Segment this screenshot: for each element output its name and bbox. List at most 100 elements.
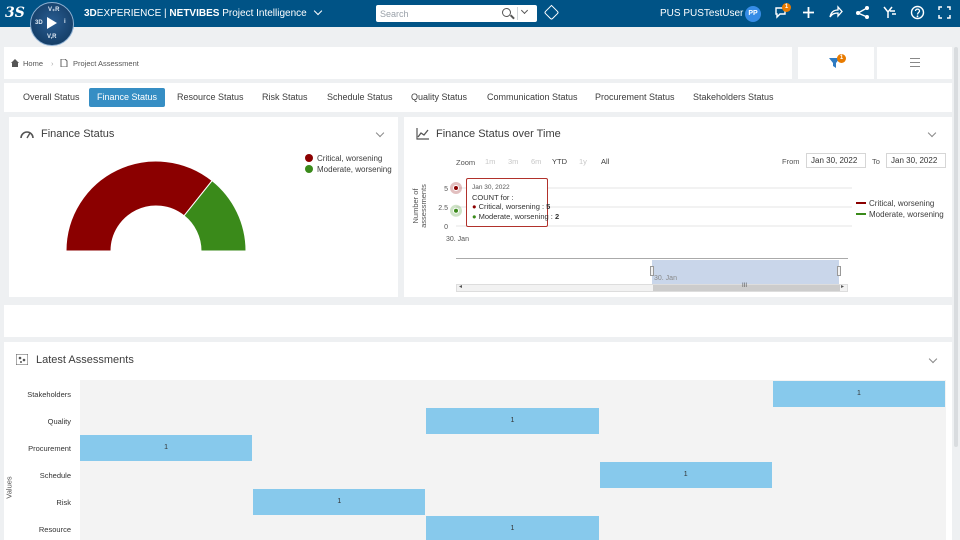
finance-semi-donut-chart bbox=[65, 160, 247, 252]
avatar[interactable]: PP bbox=[745, 6, 761, 22]
empty-panel bbox=[4, 305, 952, 337]
document-icon bbox=[60, 59, 68, 67]
user-name[interactable]: PUS PUSTestUser bbox=[660, 8, 744, 19]
zoom-6m-button[interactable]: 6m bbox=[531, 157, 542, 166]
to-date-input[interactable]: Jan 30, 2022 bbox=[886, 153, 946, 168]
y-tick-label: 5 bbox=[444, 186, 448, 193]
search-box bbox=[376, 5, 537, 22]
latest-assessments-title: Latest Assessments bbox=[36, 354, 134, 366]
chart-tooltip: Jan 30, 2022 COUNT for : ● Critical, wor… bbox=[466, 178, 559, 227]
legend-moderate-line bbox=[856, 213, 866, 215]
heatmap-row-label: Quality bbox=[47, 416, 71, 426]
from-date-input[interactable]: Jan 30, 2022 bbox=[806, 153, 866, 168]
heatmap-cell[interactable]: 1 bbox=[253, 489, 426, 515]
search-input[interactable] bbox=[380, 7, 490, 20]
zoom-1m-button[interactable]: 1m bbox=[485, 157, 496, 166]
from-label: From bbox=[782, 157, 800, 166]
heatmap-cell[interactable]: 1 bbox=[80, 435, 253, 461]
heatmap-cell[interactable]: 1 bbox=[426, 516, 599, 540]
tab-resource-status[interactable]: Resource Status bbox=[177, 92, 244, 102]
filter-badge: 1 bbox=[837, 54, 846, 63]
heatmap-cell[interactable]: 1 bbox=[599, 462, 772, 488]
zoom-all-button[interactable]: All bbox=[601, 157, 610, 166]
x-tick-label: 30. Jan bbox=[446, 236, 469, 243]
scroll-right-icon[interactable]: ▸ bbox=[841, 284, 845, 290]
zoom-ytd-button[interactable]: YTD bbox=[552, 157, 567, 166]
add-icon[interactable] bbox=[800, 5, 817, 22]
help-icon[interactable] bbox=[909, 5, 926, 22]
home-icon[interactable] bbox=[11, 59, 19, 67]
breadcrumb-separator-icon: › bbox=[51, 59, 54, 68]
tooltip-moderate-value: 2 bbox=[554, 211, 560, 221]
timeline-legend-moderate-label: Moderate, worsening bbox=[869, 210, 944, 219]
tab-quality-status[interactable]: Quality Status bbox=[411, 92, 468, 102]
tab-risk-status[interactable]: Risk Status bbox=[262, 92, 308, 102]
ds-logo[interactable]: 3S bbox=[5, 5, 25, 21]
tooltip-critical-marker: ● bbox=[472, 202, 477, 211]
tab-procurement-status[interactable]: Procurement Status bbox=[595, 92, 675, 102]
compass-top-label: V₊R bbox=[48, 7, 60, 13]
filter-panel-button[interactable]: 1 bbox=[798, 47, 874, 79]
navigator-date-label: 30. Jan bbox=[654, 275, 677, 282]
tooltip-date: Jan 30, 2022 bbox=[472, 184, 510, 191]
share-icon[interactable] bbox=[827, 5, 844, 22]
menu-button[interactable] bbox=[877, 47, 952, 79]
top-bar: 3S 3DEXPERIENCE | NETVIBES Project Intel… bbox=[0, 0, 960, 27]
heatmap-row-label: Procurement bbox=[28, 443, 71, 453]
line-chart-icon bbox=[416, 128, 429, 140]
gauge-icon bbox=[20, 131, 34, 139]
tooltip-row-critical: ● Critical, worsening : 5 bbox=[472, 202, 550, 212]
compass-widget[interactable]: V₊R 3D i V,R bbox=[30, 2, 74, 46]
navigator: 30. Jan bbox=[456, 258, 848, 285]
chevron-down-icon[interactable] bbox=[313, 6, 322, 16]
navigator-right-handle[interactable] bbox=[837, 266, 841, 276]
legend-critical-marker bbox=[305, 154, 313, 162]
tooltip-row-moderate: ● Moderate, worsening : 2 bbox=[472, 212, 559, 222]
timeline-title: Finance Status over Time bbox=[436, 128, 561, 140]
tab-overall-status[interactable]: Overall Status bbox=[23, 92, 80, 102]
tab-finance-status[interactable]: Finance Status bbox=[89, 88, 166, 107]
tooltip-critical-name: Critical, worsening bbox=[478, 202, 540, 211]
scroll-left-icon[interactable]: ◂ bbox=[459, 284, 463, 290]
brand-title[interactable]: 3DEXPERIENCE | NETVIBES Project Intellig… bbox=[84, 6, 322, 19]
breadcrumb-current: Project Assessment bbox=[73, 59, 139, 68]
search-icon[interactable] bbox=[502, 8, 511, 17]
heatmap-row-label: Resource bbox=[38, 524, 71, 534]
pie-slice-moderate[interactable] bbox=[183, 179, 247, 252]
compass-bottom-label: V,R bbox=[47, 34, 57, 40]
timeline-legend-critical-label: Critical, worsening bbox=[869, 199, 935, 208]
tag-icon[interactable] bbox=[543, 4, 560, 21]
zoom-1y-button[interactable]: 1y bbox=[579, 157, 587, 166]
navigator-scrollbar[interactable]: III ◂ ▸ bbox=[456, 283, 848, 292]
data-point-critical[interactable] bbox=[453, 185, 459, 191]
scrollbar-thumb[interactable]: III bbox=[653, 283, 840, 291]
fullscreen-icon[interactable] bbox=[936, 5, 953, 22]
timeline-legend-moderate[interactable]: Moderate, worsening bbox=[856, 210, 944, 219]
heatmap-icon bbox=[16, 354, 28, 365]
brand-prefix: 3D bbox=[84, 8, 97, 19]
status-tabs: Overall Status Finance Status Resource S… bbox=[4, 83, 952, 112]
hamburger-icon bbox=[910, 58, 920, 67]
legend-moderate-marker bbox=[305, 165, 313, 173]
heatmap-row-label: Schedule bbox=[39, 470, 71, 480]
data-point-moderate[interactable] bbox=[453, 207, 459, 214]
tab-schedule-status[interactable]: Schedule Status bbox=[327, 92, 393, 102]
legend-critical[interactable]: Critical, worsening bbox=[305, 154, 382, 163]
zoom-3m-button[interactable]: 3m bbox=[508, 157, 519, 166]
pie-slice-critical[interactable] bbox=[65, 160, 213, 252]
tab-communication-status[interactable]: Communication Status bbox=[487, 92, 578, 102]
breadcrumb-home[interactable]: Home bbox=[23, 59, 44, 68]
network-icon[interactable] bbox=[854, 5, 871, 22]
heatmap-cell[interactable]: 1 bbox=[426, 408, 599, 434]
breadcrumb: Home › Project Assessment bbox=[4, 47, 792, 79]
navigator-selection[interactable] bbox=[652, 260, 839, 285]
tab-stakeholders-status[interactable]: Stakeholders Status bbox=[693, 92, 774, 102]
notifications-icon[interactable]: 1 bbox=[772, 3, 791, 22]
page-scrollbar[interactable] bbox=[954, 47, 958, 447]
navigator-left-handle[interactable] bbox=[650, 266, 654, 276]
apps-icon[interactable] bbox=[881, 5, 898, 22]
heatmap-cell[interactable]: 1 bbox=[772, 381, 945, 407]
legend-moderate[interactable]: Moderate, worsening bbox=[305, 165, 392, 174]
search-scope-dropdown[interactable] bbox=[517, 6, 533, 20]
timeline-legend-critical[interactable]: Critical, worsening bbox=[856, 199, 934, 208]
